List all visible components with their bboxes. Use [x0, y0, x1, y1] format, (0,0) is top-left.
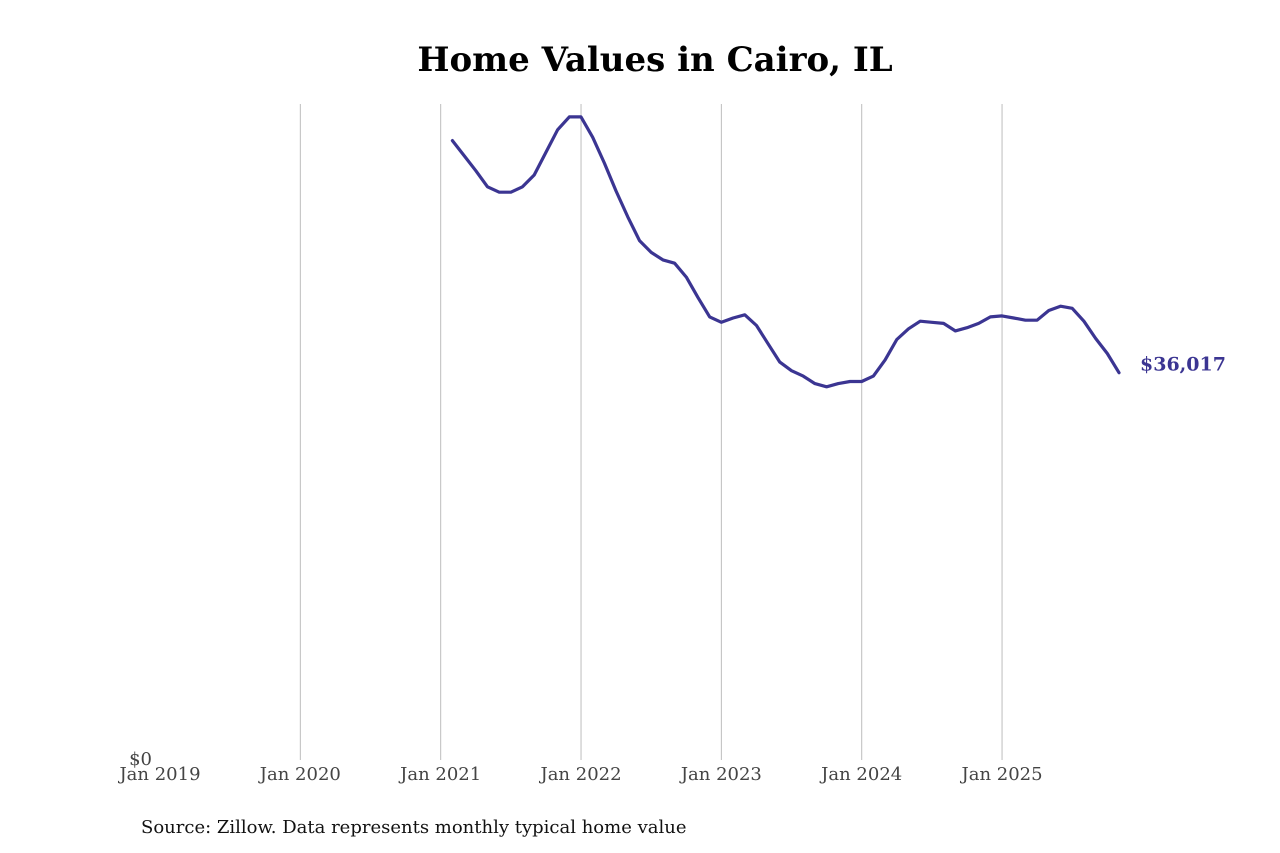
value-label: $36,017 — [1140, 354, 1226, 376]
data-line — [450, 115, 1121, 389]
x-tick-label: Jan 2023 — [679, 764, 762, 785]
x-tick-label: Jan 2019 — [117, 764, 200, 785]
x-tick-label: Jan 2020 — [258, 764, 341, 785]
x-tick-label: Jan 2025 — [960, 764, 1043, 785]
chart-title: Home Values in Cairo, IL — [417, 40, 892, 80]
source-note: Source: Zillow. Data represents monthly … — [141, 817, 687, 838]
x-tick-label: Jan 2022 — [538, 764, 621, 785]
x-tick-label: Jan 2021 — [398, 764, 481, 785]
x-tick-label: Jan 2024 — [819, 764, 902, 785]
y-tick-label: $0 — [129, 749, 152, 770]
